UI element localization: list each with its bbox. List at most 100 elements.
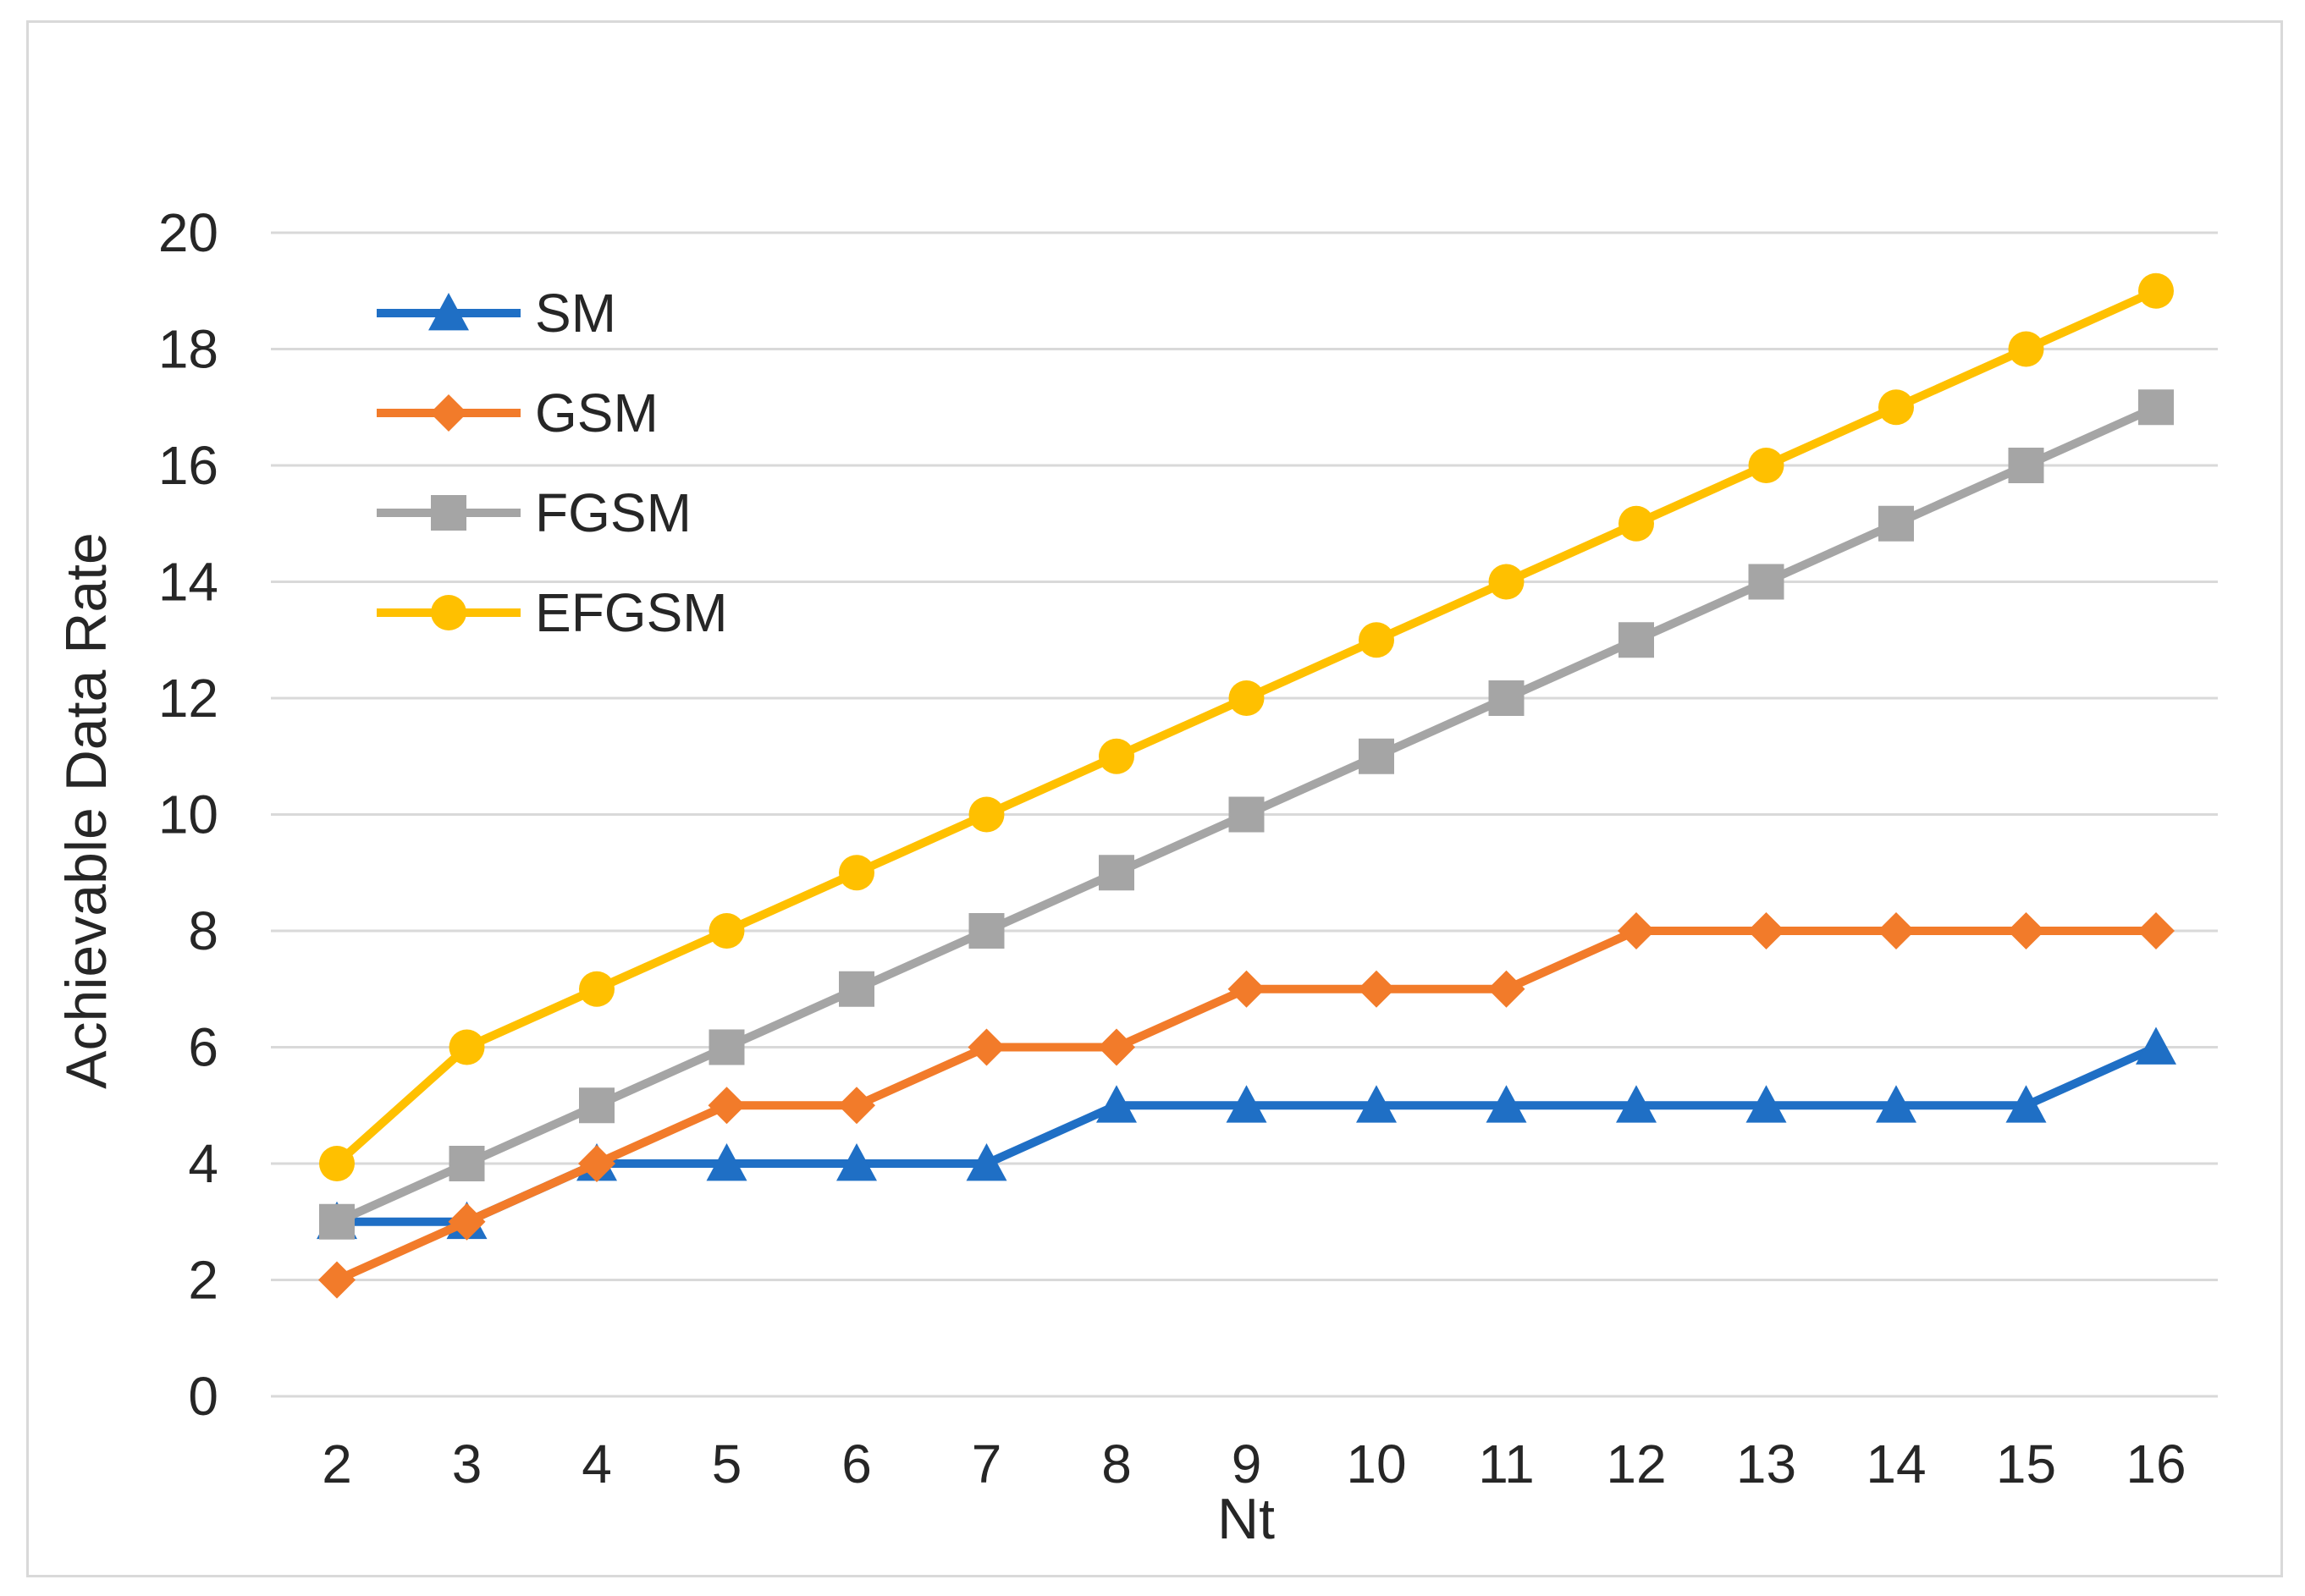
gridlines xyxy=(271,231,2218,1398)
data-point-fgsm-12 xyxy=(1618,622,1654,658)
x-tick-label-5: 5 xyxy=(712,1434,742,1494)
series-efgsm xyxy=(319,272,2174,1181)
x-tick-label-10: 10 xyxy=(1346,1434,1406,1494)
data-point-sm-12 xyxy=(1616,1085,1657,1123)
data-point-sm-9 xyxy=(1226,1085,1267,1123)
chart-frame xyxy=(26,20,2283,1577)
data-point-efgsm-7 xyxy=(968,796,1005,833)
series-line-sm xyxy=(333,1043,2160,1226)
data-point-efgsm-2 xyxy=(319,1146,355,1181)
x-tick-label-7: 7 xyxy=(972,1434,1002,1494)
data-point-sm-10 xyxy=(1356,1085,1397,1123)
data-point-gsm-7 xyxy=(968,1028,1006,1066)
data-point-efgsm-3 xyxy=(449,1029,485,1065)
x-tick-label-14: 14 xyxy=(1866,1434,1926,1494)
data-point-sm-11 xyxy=(1486,1085,1527,1123)
series-group xyxy=(317,272,2176,1299)
data-point-efgsm-10 xyxy=(1359,622,1394,658)
x-tick-label-8: 8 xyxy=(1101,1434,1132,1494)
data-point-efgsm-6 xyxy=(839,855,874,891)
x-tick-label-6: 6 xyxy=(841,1434,872,1494)
data-point-fgsm-6 xyxy=(839,971,874,1007)
data-point-sm-7 xyxy=(966,1143,1007,1181)
y-tick-label-20: 20 xyxy=(158,202,218,263)
data-point-fgsm-4 xyxy=(579,1087,615,1124)
x-tick-label-16: 16 xyxy=(2126,1434,2186,1494)
data-point-gsm-4 xyxy=(578,1145,615,1182)
x-axis-ticks: 2 3 4 5 6 7 8 9 10 11 12 13 14 15 16 xyxy=(322,1434,2186,1494)
data-point-gsm-15 xyxy=(2007,912,2045,949)
x-tick-label-13: 13 xyxy=(1736,1434,1796,1494)
y-tick-label-2: 2 xyxy=(188,1250,218,1311)
data-point-gsm-9 xyxy=(1227,970,1266,1008)
series-gsm xyxy=(318,912,2175,1299)
data-point-gsm-10 xyxy=(1358,970,1395,1008)
data-point-fgsm-5 xyxy=(709,1029,745,1065)
y-tick-label-6: 6 xyxy=(188,1017,218,1078)
data-point-gsm-12 xyxy=(1618,912,1655,949)
y-axis-title: Achievable Data Rate xyxy=(54,532,119,1089)
legend: SM GSM FGSM EFGSM xyxy=(377,283,728,643)
legend-marker-sm xyxy=(428,293,469,331)
data-point-sm-8 xyxy=(1096,1085,1137,1123)
x-tick-label-15: 15 xyxy=(1996,1434,2056,1494)
legend-label-fgsm: FGSM xyxy=(535,482,692,543)
data-point-fgsm-16 xyxy=(2138,389,2174,426)
data-point-efgsm-14 xyxy=(1878,389,1914,426)
data-point-gsm-2 xyxy=(318,1261,356,1299)
x-tick-label-9: 9 xyxy=(1232,1434,1262,1494)
data-point-efgsm-8 xyxy=(1099,738,1134,774)
data-point-fgsm-8 xyxy=(1099,855,1134,891)
y-tick-label-10: 10 xyxy=(158,784,218,845)
data-point-sm-5 xyxy=(706,1143,747,1181)
data-point-gsm-11 xyxy=(1487,970,1525,1008)
data-point-efgsm-5 xyxy=(709,913,745,949)
data-point-efgsm-12 xyxy=(1618,505,1654,542)
series-fgsm xyxy=(319,389,2174,1240)
data-point-efgsm-11 xyxy=(1488,564,1525,600)
y-tick-label-14: 14 xyxy=(158,552,218,613)
data-point-efgsm-4 xyxy=(579,971,615,1007)
x-tick-label-2: 2 xyxy=(322,1434,352,1494)
y-tick-label-16: 16 xyxy=(158,435,218,496)
legend-item-gsm: GSM xyxy=(377,382,659,443)
data-point-sm-15 xyxy=(2005,1085,2047,1123)
y-tick-label-12: 12 xyxy=(158,668,218,729)
x-tick-label-3: 3 xyxy=(452,1434,483,1494)
data-point-efgsm-16 xyxy=(2138,272,2174,309)
data-point-efgsm-13 xyxy=(1748,448,1784,483)
y-tick-label-8: 8 xyxy=(188,900,218,961)
series-sm xyxy=(317,1026,2176,1240)
legend-label-sm: SM xyxy=(535,283,616,344)
data-point-gsm-13 xyxy=(1747,912,1785,949)
data-point-efgsm-9 xyxy=(1228,680,1265,716)
data-point-fgsm-3 xyxy=(449,1146,485,1181)
legend-label-efgsm: EFGSM xyxy=(535,582,728,643)
data-point-gsm-5 xyxy=(708,1087,746,1125)
data-point-fgsm-2 xyxy=(319,1203,355,1240)
x-tick-label-4: 4 xyxy=(582,1434,612,1494)
legend-item-fgsm: FGSM xyxy=(377,482,692,543)
x-tick-label-11: 11 xyxy=(1478,1434,1534,1494)
legend-item-sm: SM xyxy=(377,283,616,344)
legend-marker-fgsm xyxy=(431,495,466,531)
data-point-gsm-3 xyxy=(448,1203,486,1241)
data-point-fgsm-10 xyxy=(1359,738,1394,774)
data-point-gsm-8 xyxy=(1098,1028,1135,1066)
data-point-fgsm-15 xyxy=(2008,448,2044,483)
data-point-gsm-16 xyxy=(2137,912,2175,949)
data-point-efgsm-15 xyxy=(2008,331,2044,367)
data-point-fgsm-9 xyxy=(1228,796,1265,833)
y-tick-label-18: 18 xyxy=(158,319,218,380)
data-point-fgsm-13 xyxy=(1748,564,1784,600)
x-tick-label-12: 12 xyxy=(1606,1434,1666,1494)
legend-marker-gsm xyxy=(430,394,467,432)
y-tick-label-0: 0 xyxy=(188,1366,218,1427)
data-point-gsm-6 xyxy=(838,1087,875,1125)
y-axis-ticks: 0 2 4 6 8 10 12 14 16 18 20 xyxy=(158,202,218,1427)
x-axis-title: Nt xyxy=(1217,1487,1275,1551)
y-tick-label-4: 4 xyxy=(188,1133,218,1194)
legend-item-efgsm: EFGSM xyxy=(377,582,728,643)
data-point-fgsm-7 xyxy=(968,913,1005,949)
